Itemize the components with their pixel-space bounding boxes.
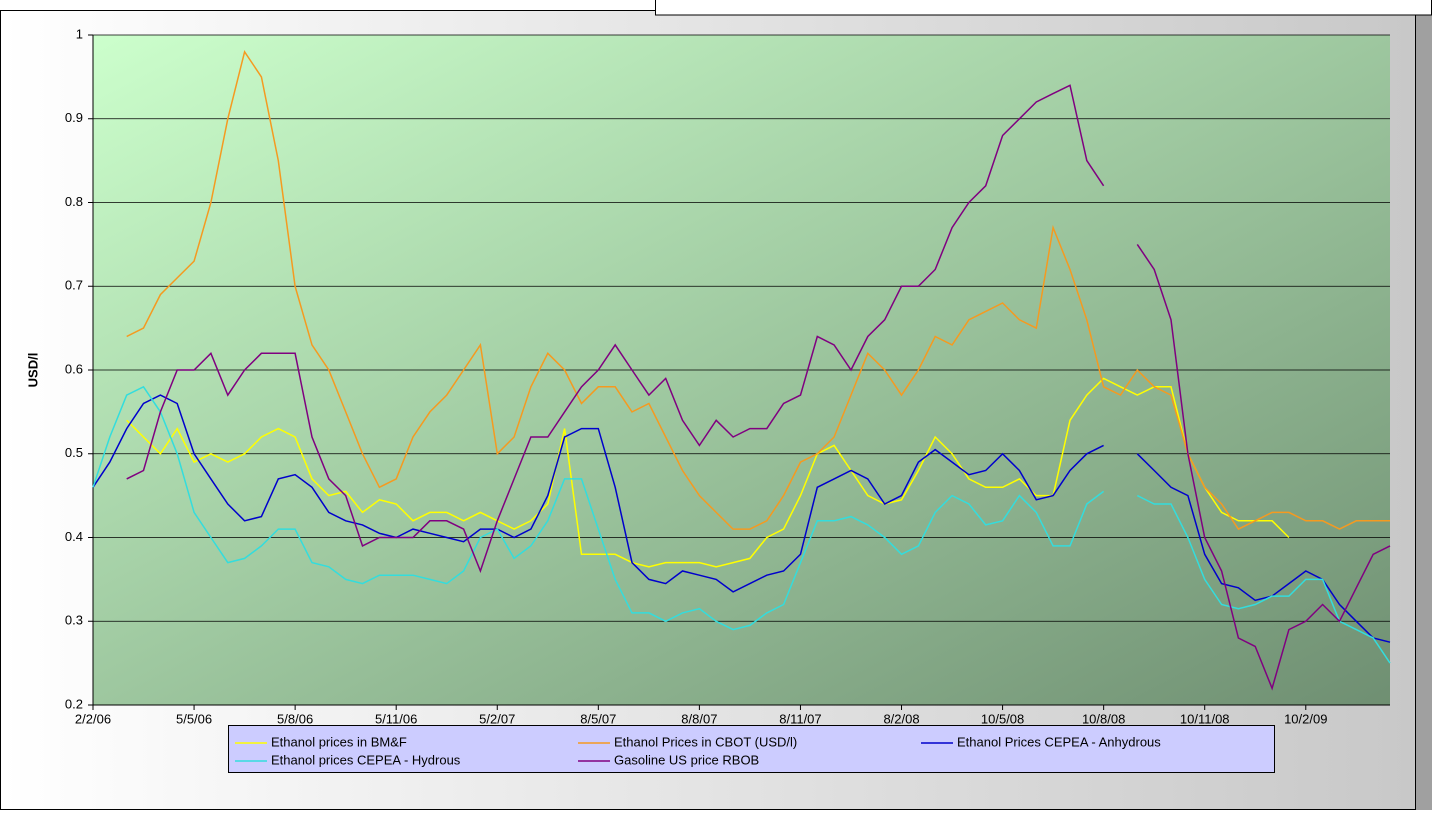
text-box bbox=[655, 0, 1432, 16]
y-axis-label: USD/l bbox=[25, 353, 40, 388]
x-tick-label: 10/8/08 bbox=[1082, 711, 1125, 726]
x-tick-label: 5/8/06 bbox=[277, 711, 313, 726]
legend-label: Ethanol prices CEPEA - Hydrous bbox=[271, 752, 461, 767]
y-tick-label: 0.2 bbox=[65, 696, 83, 711]
x-tick-label: 8/5/07 bbox=[580, 711, 616, 726]
x-tick-label: 10/2/09 bbox=[1284, 711, 1327, 726]
x-tick-label: 5/5/06 bbox=[176, 711, 212, 726]
x-tick-label: 10/11/08 bbox=[1180, 711, 1230, 726]
x-tick-label: 2/2/06 bbox=[75, 711, 111, 726]
y-tick-label: 0.9 bbox=[65, 110, 83, 125]
y-tick-label: 0.5 bbox=[65, 445, 83, 460]
x-tick-label: 8/8/07 bbox=[681, 711, 717, 726]
legend-label: Ethanol prices in BM&F bbox=[271, 734, 407, 749]
series-line bbox=[126, 84, 1391, 691]
series-line bbox=[92, 394, 1391, 643]
y-tick-label: 0.6 bbox=[65, 361, 83, 376]
x-tick-label: 5/11/06 bbox=[375, 711, 417, 726]
legend bbox=[228, 725, 1275, 773]
y-tick-label: 0.7 bbox=[65, 278, 83, 293]
y-tick-label: 0.8 bbox=[65, 194, 83, 209]
y-tick-label: 0.4 bbox=[65, 529, 83, 544]
x-tick-label: 5/2/07 bbox=[479, 711, 515, 726]
x-tick-label: 8/2/08 bbox=[883, 711, 919, 726]
series-line bbox=[92, 385, 1391, 664]
shadow bbox=[1416, 14, 1432, 810]
legend-label: Ethanol Prices in CBOT (USD/l) bbox=[614, 734, 797, 749]
series-line bbox=[126, 377, 1290, 568]
y-tick-label: 0.3 bbox=[65, 613, 83, 628]
legend-label: Ethanol Prices CEPEA - Anhydrous bbox=[957, 734, 1161, 749]
x-tick-label: 8/11/07 bbox=[779, 711, 821, 726]
series-line bbox=[126, 49, 1390, 531]
y-tick-label: 1 bbox=[76, 26, 83, 41]
legend-label: Gasoline US price RBOB bbox=[614, 752, 759, 767]
x-tick-label: 10/5/08 bbox=[981, 711, 1024, 726]
